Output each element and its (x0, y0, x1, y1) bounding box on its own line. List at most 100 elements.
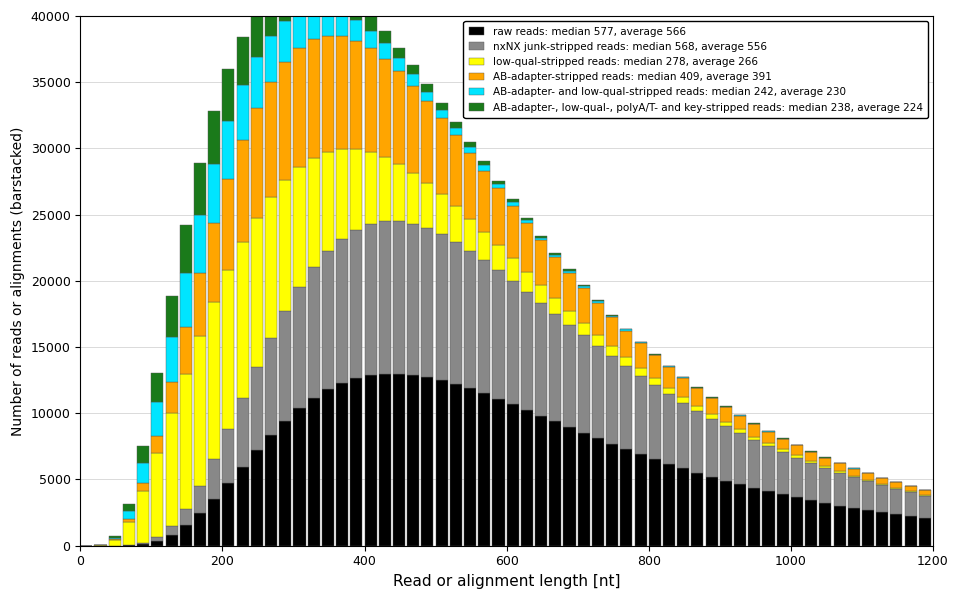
Bar (251, 57, 263, 108)
Bar (819, 458, 831, 466)
Bar (507, 281, 518, 404)
Bar (393, 71, 405, 164)
Bar (791, 497, 803, 545)
Bar (706, 398, 718, 414)
Bar (507, 202, 518, 206)
Bar (421, 183, 434, 229)
Bar (322, 0, 334, 8)
Bar (421, 377, 434, 545)
Bar (592, 303, 604, 335)
Bar (223, 69, 234, 121)
Bar (862, 480, 874, 481)
Bar (279, 0, 291, 21)
Bar (407, 86, 420, 173)
Bar (535, 241, 547, 285)
Bar (706, 476, 718, 545)
Bar (322, 36, 334, 152)
Bar (549, 314, 562, 421)
Bar (194, 273, 206, 336)
Bar (165, 296, 178, 337)
Bar (265, 197, 277, 338)
Bar (365, 16, 376, 31)
Bar (592, 346, 604, 438)
Bar (464, 153, 476, 218)
Bar (251, 367, 263, 451)
Bar (635, 343, 647, 368)
Bar (521, 272, 533, 292)
Bar (691, 411, 704, 473)
Bar (279, 21, 291, 62)
Bar (194, 514, 206, 545)
Bar (180, 273, 192, 326)
Bar (265, 435, 277, 545)
Bar (507, 259, 518, 281)
Bar (350, 41, 362, 149)
Bar (279, 62, 291, 181)
Bar (592, 301, 604, 303)
Bar (848, 476, 860, 477)
Bar (265, 36, 277, 82)
Bar (223, 429, 234, 483)
Bar (251, 218, 263, 367)
Bar (478, 232, 491, 260)
Bar (919, 518, 931, 545)
Bar (379, 157, 391, 221)
Bar (904, 491, 917, 493)
Bar (620, 331, 633, 358)
Bar (421, 101, 434, 183)
Bar (165, 413, 178, 526)
Bar (350, 230, 362, 378)
Bar (393, 164, 405, 221)
Bar (677, 468, 689, 545)
Bar (450, 135, 462, 206)
Bar (208, 302, 220, 459)
Bar (393, 221, 405, 374)
Bar (336, 383, 348, 545)
Bar (365, 49, 376, 152)
Bar (890, 489, 902, 514)
Bar (819, 466, 831, 468)
Bar (833, 506, 846, 545)
Bar (876, 512, 888, 545)
Bar (805, 461, 817, 463)
Bar (620, 329, 633, 331)
Bar (152, 454, 163, 537)
Bar (876, 484, 888, 485)
Bar (365, 375, 376, 545)
Bar (748, 437, 760, 440)
Bar (862, 481, 874, 510)
Bar (649, 385, 660, 459)
Y-axis label: Number of reads or alignments (barstacked): Number of reads or alignments (barstacke… (12, 126, 25, 436)
Bar (236, 467, 249, 545)
Bar (450, 122, 462, 128)
Bar (492, 181, 505, 184)
Bar (108, 536, 121, 538)
Bar (549, 421, 562, 545)
Bar (691, 406, 704, 411)
Bar (478, 166, 491, 170)
Bar (606, 346, 618, 356)
Bar (862, 510, 874, 545)
Bar (620, 358, 633, 367)
Bar (492, 270, 505, 398)
Bar (734, 430, 746, 433)
Bar (393, 47, 405, 58)
Bar (578, 335, 589, 433)
Bar (564, 311, 576, 325)
Bar (890, 514, 902, 545)
Bar (421, 229, 434, 377)
Bar (137, 463, 149, 483)
Bar (464, 251, 476, 388)
Bar (436, 235, 447, 380)
Bar (564, 325, 576, 427)
Bar (578, 433, 589, 545)
Bar (777, 494, 789, 545)
Bar (350, 149, 362, 230)
Bar (620, 449, 633, 545)
Bar (322, 389, 334, 545)
Bar (748, 440, 760, 488)
Bar (450, 242, 462, 384)
Bar (677, 377, 689, 378)
Bar (635, 341, 647, 343)
Bar (379, 221, 391, 374)
